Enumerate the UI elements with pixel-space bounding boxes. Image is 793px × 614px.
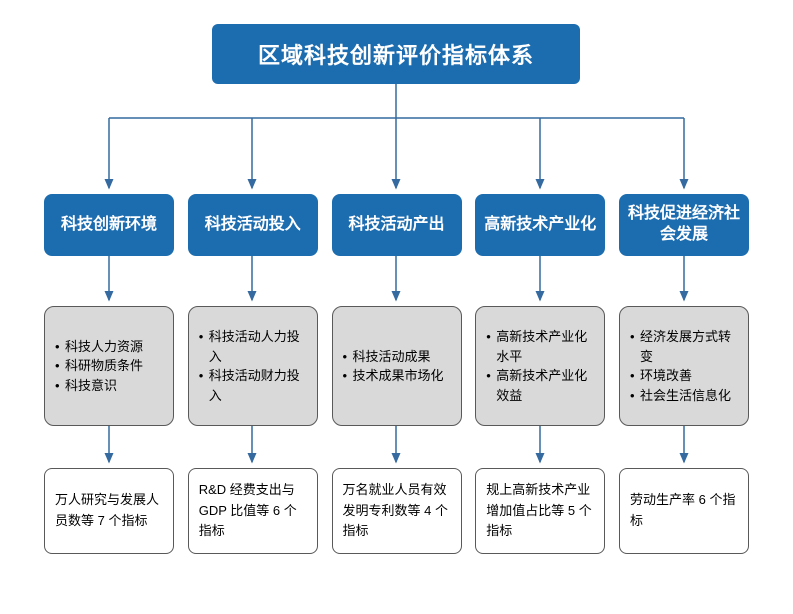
sub-item: 环境改善 xyxy=(630,366,738,386)
indicator-box-1: R&D 经费支出与 GDP 比值等 6 个指标 xyxy=(188,468,318,554)
subitems-box-1: 科技活动人力投入 科技活动财力投入 xyxy=(188,306,318,426)
sub-item: 科技意识 xyxy=(55,376,163,396)
sub-item: 社会生活信息化 xyxy=(630,386,738,406)
branches-container: 科技创新环境 科技人力资源 科研物质条件 科技意识 万人研究与发展人员数等 7 … xyxy=(0,194,793,554)
category-label: 科技促进经济社会发展 xyxy=(625,204,743,246)
category-label: 科技活动产出 xyxy=(348,215,444,236)
category-box-4: 科技促进经济社会发展 xyxy=(619,194,749,256)
indicator-box-0: 万人研究与发展人员数等 7 个指标 xyxy=(44,468,174,554)
indicator-text: 规上高新技术产业增加值占比等 5 个指标 xyxy=(486,480,594,542)
category-label: 高新技术产业化 xyxy=(484,215,596,236)
indicator-box-4: 劳动生产率 6 个指标 xyxy=(619,468,749,554)
indicator-text: 万人研究与发展人员数等 7 个指标 xyxy=(55,490,163,532)
indicator-text: 万名就业人员有效发明专利数等 4 个指标 xyxy=(343,480,451,542)
category-box-3: 高新技术产业化 xyxy=(475,194,605,256)
root-node: 区域科技创新评价指标体系 xyxy=(212,24,580,84)
sub-item: 科技活动人力投入 xyxy=(199,327,307,366)
sub-item: 科技人力资源 xyxy=(55,337,163,357)
sub-item: 高新技术产业化水平 xyxy=(486,327,594,366)
subitems-box-2: 科技活动成果 技术成果市场化 xyxy=(332,306,462,426)
sub-item: 技术成果市场化 xyxy=(343,366,451,386)
category-box-2: 科技活动产出 xyxy=(332,194,462,256)
subitems-box-0: 科技人力资源 科研物质条件 科技意识 xyxy=(44,306,174,426)
sub-item: 经济发展方式转变 xyxy=(630,327,738,366)
indicator-text: 劳动生产率 6 个指标 xyxy=(630,490,738,532)
category-box-0: 科技创新环境 xyxy=(44,194,174,256)
branch-0: 科技创新环境 科技人力资源 科研物质条件 科技意识 万人研究与发展人员数等 7 … xyxy=(44,194,174,554)
branch-3: 高新技术产业化 高新技术产业化水平 高新技术产业化效益 规上高新技术产业增加值占… xyxy=(475,194,605,554)
category-box-1: 科技活动投入 xyxy=(188,194,318,256)
sub-item: 高新技术产业化效益 xyxy=(486,366,594,405)
branch-2: 科技活动产出 科技活动成果 技术成果市场化 万名就业人员有效发明专利数等 4 个… xyxy=(332,194,462,554)
subitems-box-3: 高新技术产业化水平 高新技术产业化效益 xyxy=(475,306,605,426)
category-label: 科技创新环境 xyxy=(61,215,157,236)
category-label: 科技活动投入 xyxy=(205,215,301,236)
indicator-box-2: 万名就业人员有效发明专利数等 4 个指标 xyxy=(332,468,462,554)
sub-item: 科技活动财力投入 xyxy=(199,366,307,405)
indicator-text: R&D 经费支出与 GDP 比值等 6 个指标 xyxy=(199,480,307,542)
indicator-box-3: 规上高新技术产业增加值占比等 5 个指标 xyxy=(475,468,605,554)
subitems-box-4: 经济发展方式转变 环境改善 社会生活信息化 xyxy=(619,306,749,426)
branch-1: 科技活动投入 科技活动人力投入 科技活动财力投入 R&D 经费支出与 GDP 比… xyxy=(188,194,318,554)
root-label: 区域科技创新评价指标体系 xyxy=(258,38,534,70)
sub-item: 科研物质条件 xyxy=(55,356,163,376)
branch-4: 科技促进经济社会发展 经济发展方式转变 环境改善 社会生活信息化 劳动生产率 6… xyxy=(619,194,749,554)
sub-item: 科技活动成果 xyxy=(343,347,451,367)
